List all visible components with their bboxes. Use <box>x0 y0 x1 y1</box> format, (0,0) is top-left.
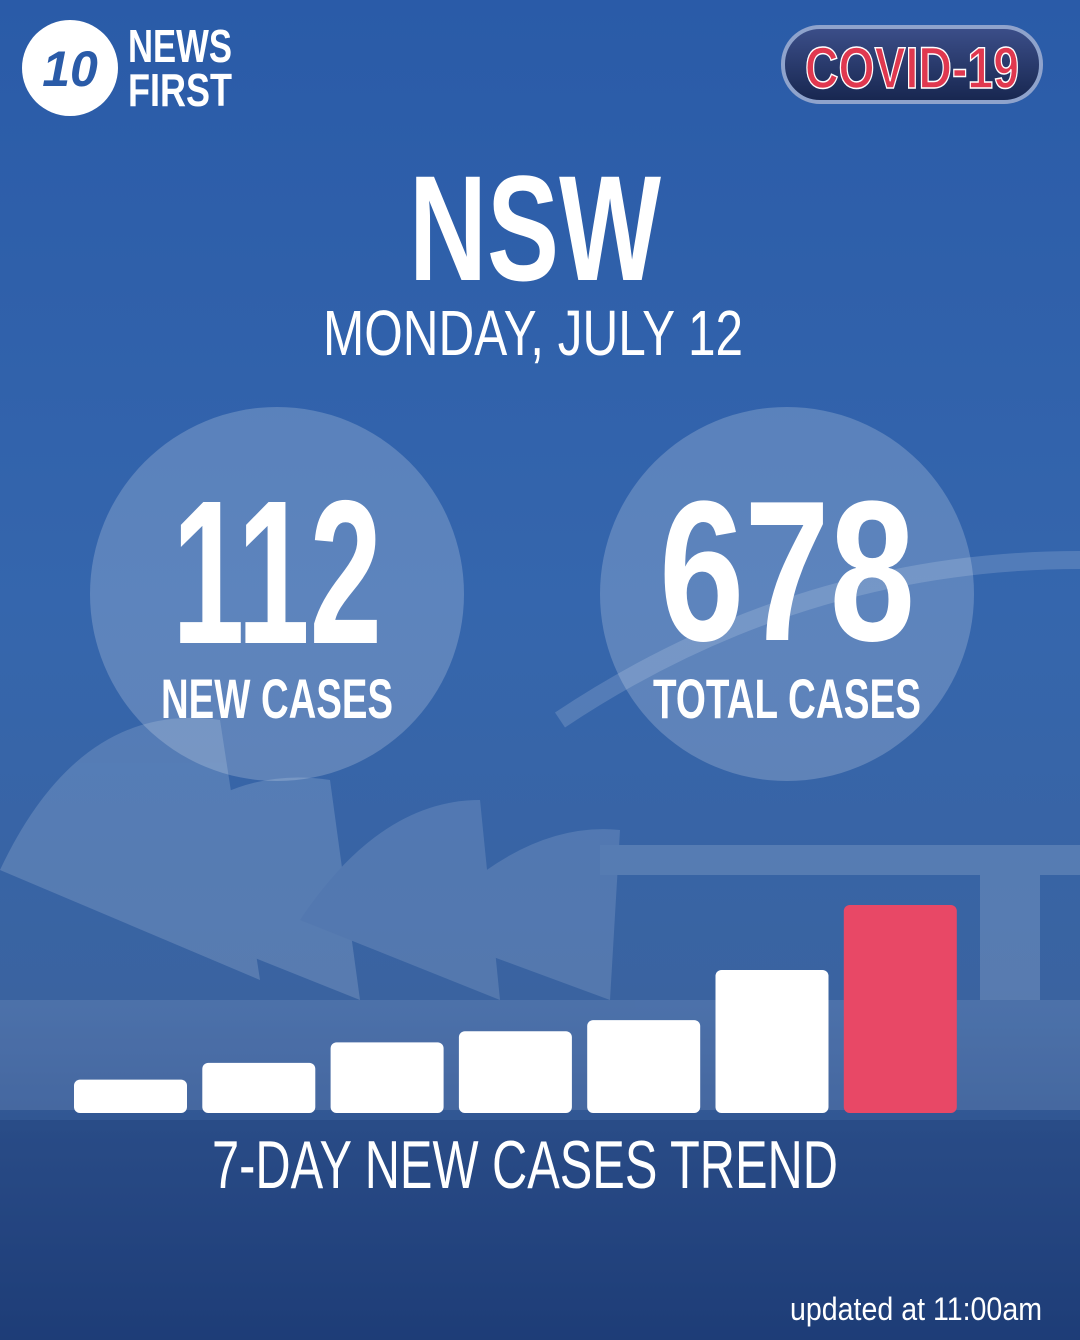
brand-line: NEWS <box>128 20 232 72</box>
bar-chart <box>74 905 957 1113</box>
stat-label: TOTAL CASES <box>653 667 921 730</box>
bar <box>587 1020 701 1113</box>
bar <box>458 1031 572 1113</box>
stat-value: 112 <box>172 458 382 687</box>
bar <box>74 1079 187 1113</box>
footer: updated at 11:00am <box>790 1291 1042 1327</box>
bar <box>202 1062 316 1113</box>
date: MONDAY, JULY 12 <box>323 297 743 369</box>
brand-line: FIRST <box>128 64 232 116</box>
bar <box>715 970 829 1113</box>
stat-circle <box>90 407 464 781</box>
water <box>0 1120 1080 1340</box>
badge <box>781 25 1043 104</box>
stat-value: 678 <box>659 460 915 683</box>
bar <box>330 1042 444 1113</box>
chart-title: 7-DAY NEW CASES TREND <box>212 1127 838 1203</box>
stat-circle <box>600 407 974 781</box>
logo-circle <box>22 20 118 116</box>
region: NSW <box>409 144 661 312</box>
bar <box>843 905 957 1113</box>
badge-text: COVID-19 <box>805 36 1019 101</box>
stat-label: NEW CASES <box>161 667 393 730</box>
logo-text: 10 <box>42 41 98 97</box>
